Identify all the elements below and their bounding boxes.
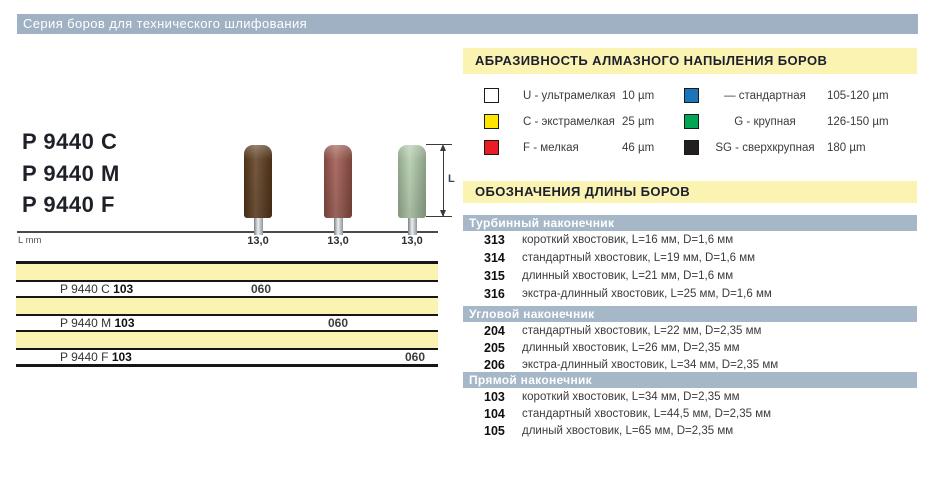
dimension-tick-top — [426, 144, 452, 145]
series-title-bar: Серия боров для технического шлифования — [17, 14, 918, 34]
product-name-f: P 9440 F — [22, 192, 115, 217]
length-axis-caption: L mm — [18, 235, 42, 246]
bur-length-value: 13,0 — [401, 235, 423, 247]
order-size: 060 — [327, 316, 349, 330]
length-row: 316 экстра-длинный хвостовик, L=25 мм, D… — [463, 285, 917, 303]
section-header-straight: Прямой наконечник — [463, 372, 917, 388]
length-axis-line — [17, 231, 438, 233]
bur-shank — [334, 218, 343, 235]
product-name-c: P 9440 C — [22, 129, 118, 154]
table-yellow-band — [16, 264, 438, 280]
bur-image-brown — [244, 145, 272, 218]
dimension-arrow-up — [440, 144, 446, 151]
length-code: 316 — [484, 287, 505, 301]
length-desc: стандартный хвостовик, L=44,5 мм, D=2,35… — [522, 407, 772, 420]
order-code: P 9440 M 103 — [60, 316, 135, 330]
length-row: 314 стандартный хвостовик, L=19 мм, D=1,… — [463, 249, 917, 267]
swatch-extrafine-icon — [484, 114, 499, 129]
order-code: P 9440 C 103 — [60, 282, 134, 296]
length-row: 313 короткий хвостовик, L=16 мм, D=1,6 м… — [463, 231, 917, 249]
lengths-header: ОБОЗНАЧЕНИЯ ДЛИНЫ БОРОВ — [463, 181, 917, 203]
length-row: 103 короткий хвостовик, L=34 мм, D=2,35 … — [463, 388, 917, 405]
bur-shank — [254, 218, 263, 235]
dimension-line — [443, 146, 444, 216]
bur-length-value: 13,0 — [247, 235, 269, 247]
legend-label: U - ультрамелкая — [523, 90, 616, 102]
length-code: 103 — [484, 389, 505, 404]
order-size: 060 — [404, 350, 426, 364]
section-header-angular: Угловой наконечник — [463, 306, 917, 322]
product-names: P 9440 C P 9440 M P 9440 F — [22, 126, 120, 221]
table-row: P 9440 M 103 060 — [16, 316, 438, 330]
order-code: P 9440 F 103 — [60, 350, 132, 364]
table-rule — [16, 261, 438, 264]
length-row: 104 стандартный хвостовик, L=44,5 мм, D=… — [463, 405, 917, 422]
legend-label: C - экстрамелкая — [523, 116, 615, 128]
length-desc: короткий хвостовик, L=34 мм, D=2,35 мм — [522, 390, 740, 403]
table-yellow-band — [16, 332, 438, 348]
table-row: P 9440 C 103 060 — [16, 282, 438, 296]
length-desc: длиный хвостовик, L=65 мм, D=2,35 мм — [522, 424, 734, 437]
length-code: 314 — [484, 251, 505, 265]
section-header-turbine: Турбинный наконечник — [463, 215, 917, 231]
legend-size: 10 µm — [622, 90, 655, 102]
section-turbine: Турбинный наконечник 313 короткий хвосто… — [463, 215, 917, 303]
length-desc: короткий хвостовик, L=16 мм, D=1,6 мм — [522, 234, 734, 246]
legend-size: 126-150 µm — [827, 116, 889, 128]
dimension-tick-bottom — [426, 216, 452, 217]
legend-size: 25 µm — [622, 116, 655, 128]
table-rule — [16, 330, 438, 332]
swatch-standard-icon — [684, 88, 699, 103]
length-desc: экстра-длинный хвостовик, L=25 мм, D=1,6… — [522, 288, 772, 300]
bur-image-green — [398, 145, 426, 218]
table-rule — [16, 348, 438, 350]
length-desc: длинный хвостовик, L=21 мм, D=1,6 мм — [522, 270, 734, 282]
length-row: 105 длиный хвостовик, L=65 мм, D=2,35 мм — [463, 422, 917, 439]
length-code: 313 — [484, 233, 505, 247]
legend-label: SG - сверхкрупная — [715, 142, 815, 154]
dimension-arrow-down — [440, 210, 446, 217]
length-code: 204 — [484, 323, 505, 338]
legend-label: — стандартная — [724, 90, 806, 102]
table-rule — [16, 364, 438, 367]
length-code: 205 — [484, 340, 505, 355]
length-code: 315 — [484, 269, 505, 283]
abrasiveness-header: АБРАЗИВНОСТЬ АЛМАЗНОГО НАПЫЛЕНИЯ БОРОВ — [463, 48, 917, 74]
table-yellow-band — [16, 298, 438, 314]
length-row: 205 длинный хвостовик, L=26 мм, D=2,35 м… — [463, 339, 917, 356]
legend-size: 46 µm — [622, 142, 655, 154]
length-code: 206 — [484, 357, 505, 372]
section-straight: Прямой наконечник 103 короткий хвостовик… — [463, 372, 917, 439]
swatch-fine-icon — [484, 140, 499, 155]
length-row: 204 стандартный хвостовик, L=22 мм, D=2,… — [463, 322, 917, 339]
bur-shank — [408, 218, 417, 235]
bur-image-maroon — [324, 145, 352, 218]
legend-label: F - мелкая — [523, 142, 579, 154]
table-row: P 9440 F 103 060 — [16, 350, 438, 364]
table-rule — [16, 314, 438, 316]
legend-size: 180 µm — [827, 142, 866, 154]
table-rule — [16, 296, 438, 298]
order-table: P 9440 C 103 060 P 9440 M 103 060 P 9440… — [16, 261, 438, 367]
section-angular: Угловой наконечник 204 стандартный хвост… — [463, 306, 917, 373]
table-rule — [16, 280, 438, 282]
product-name-m: P 9440 M — [22, 160, 120, 186]
length-desc: стандартный хвостовик, L=19 мм, D=1,6 мм — [522, 252, 756, 264]
length-code: 105 — [484, 423, 505, 438]
length-desc: экстра-длинный хвостовик, L=34 мм, D=2,3… — [522, 358, 779, 371]
swatch-ultrafine-icon — [484, 88, 499, 103]
length-row: 315 длинный хвостовик, L=21 мм, D=1,6 мм — [463, 267, 917, 285]
bur-length-value: 13,0 — [327, 235, 349, 247]
length-desc: стандартный хвостовик, L=22 мм, D=2,35 м… — [522, 324, 762, 337]
length-code: 104 — [484, 406, 505, 421]
swatch-coarse-icon — [684, 114, 699, 129]
swatch-supercoarse-icon — [684, 140, 699, 155]
order-size: 060 — [250, 282, 272, 296]
length-row: 206 экстра-длинный хвостовик, L=34 мм, D… — [463, 356, 917, 373]
dimension-label: L — [448, 173, 455, 185]
length-desc: длинный хвостовик, L=26 мм, D=2,35 мм — [522, 341, 740, 354]
legend-size: 105-120 µm — [827, 90, 889, 102]
legend-label: G - крупная — [734, 116, 796, 128]
